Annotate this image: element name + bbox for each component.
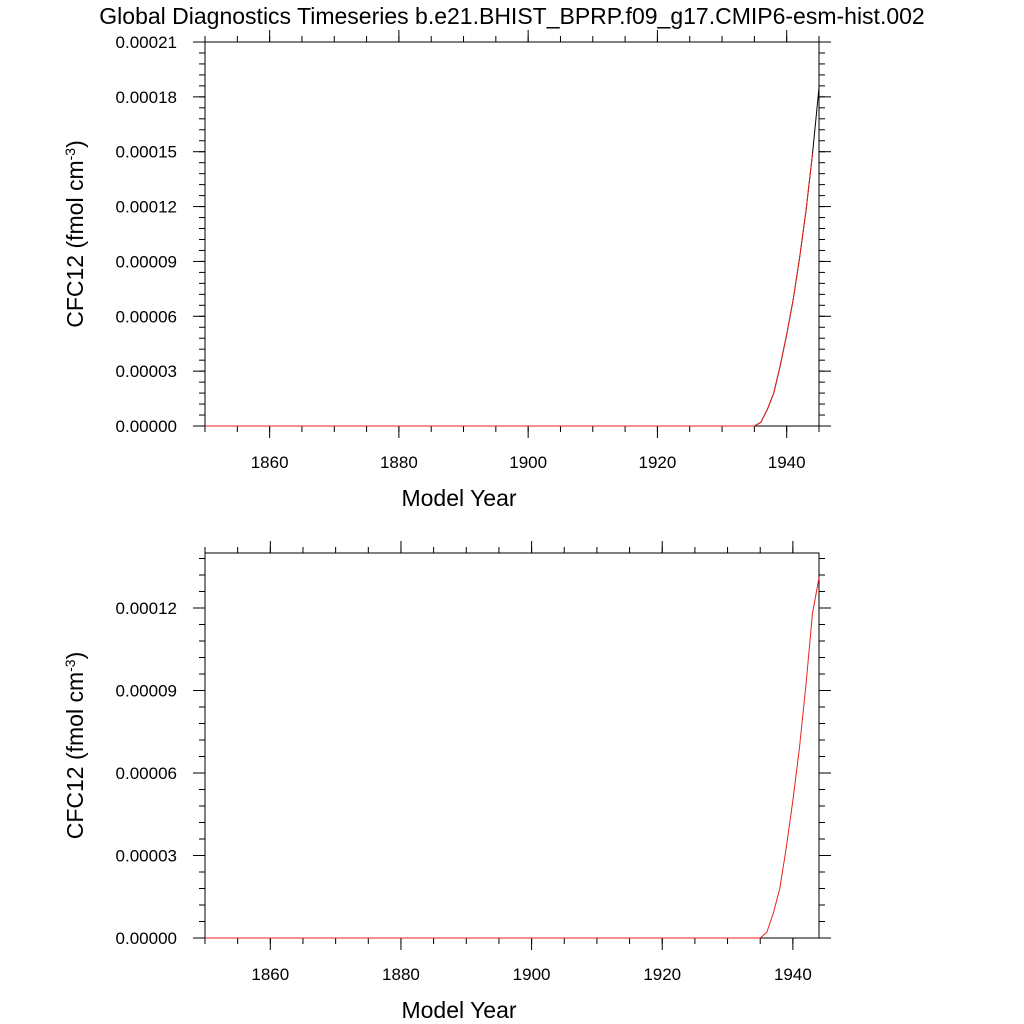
x-tick-label: 1940 (774, 965, 812, 984)
x-tick-label: 1860 (251, 453, 289, 472)
x-tick-label: 1880 (382, 965, 420, 984)
x-tick-label: 1900 (509, 453, 547, 472)
x-tick-label: 1920 (639, 453, 677, 472)
figure-title: Global Diagnostics Timeseries b.e21.BHIS… (99, 3, 924, 29)
x-tick-label: 1900 (513, 965, 551, 984)
plot-frame (204, 41, 820, 427)
y-tick-label: 0.00000 (116, 929, 177, 948)
y-tick-label: 0.00012 (116, 198, 177, 217)
y-tick-label: 0.00000 (116, 417, 177, 436)
y-tick-label: 0.00018 (116, 88, 177, 107)
y-tick-label: 0.00012 (116, 599, 177, 618)
y-tick-label: 0.00006 (116, 764, 177, 783)
x-tick-label: 1920 (643, 965, 681, 984)
y-axis-title: CFC12 (fmol cm-3) (62, 140, 88, 328)
x-tick-label: 1940 (768, 453, 806, 472)
series-line-0 (205, 87, 820, 427)
y-axis-title: CFC12 (fmol cm-3) (62, 652, 88, 840)
y-tick-label: 0.00003 (116, 847, 177, 866)
x-axis-title: Model Year (401, 485, 516, 511)
y-tick-label: 0.00021 (116, 33, 177, 52)
y-tick-label: 0.00009 (116, 252, 177, 271)
y-tick-label: 0.00003 (116, 362, 177, 381)
chart-panel-top: 1860 1880 1900 1920 1940 0.00000 0.00003 0.0000… (62, 30, 831, 511)
plot-frame (204, 552, 820, 939)
x-tick-label: 1880 (380, 453, 418, 472)
chart-panel-bottom: 1860 1880 1900 1920 1940 0.00000 0.00003 0.0000… (62, 541, 831, 1023)
series-line-1 (205, 153, 814, 427)
series-line-0 (205, 577, 820, 939)
x-axis-title: Model Year (401, 997, 516, 1023)
y-tick-label: 0.00009 (116, 682, 177, 701)
y-tick-label: 0.00006 (116, 307, 177, 326)
x-tick-label: 1860 (251, 965, 289, 984)
y-tick-label: 0.00015 (116, 143, 177, 162)
